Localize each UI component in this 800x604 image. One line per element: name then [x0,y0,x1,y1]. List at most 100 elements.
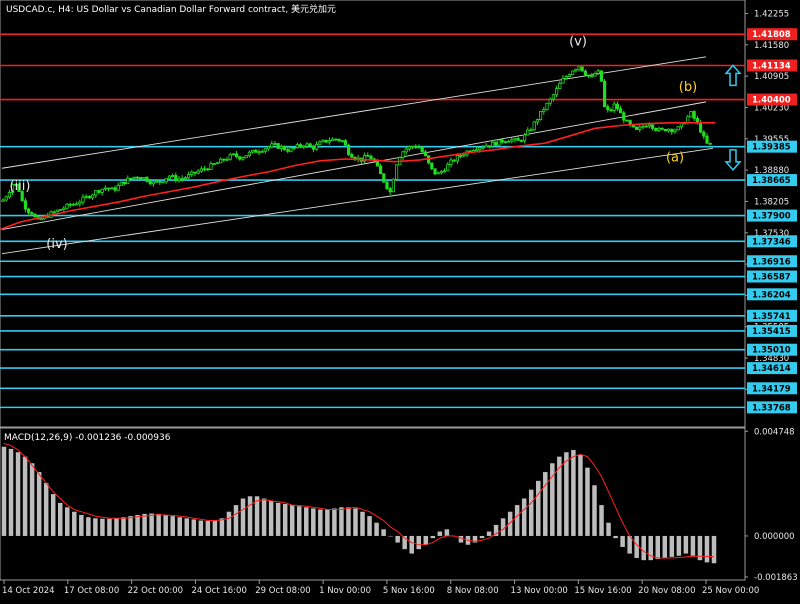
chart-title: USDCAD.c, H4: US Dollar vs Canadian Doll… [6,3,336,15]
channel-line [1,101,707,230]
time-tick-label: 15 Nov 16:00 [574,586,631,596]
macd-histogram-bar [219,518,225,536]
candle-body [551,94,556,100]
support-level-label: 1.38665 [752,176,791,186]
macd-tick-label: -0.001863 [754,573,798,583]
macd-histogram-bar [275,502,281,536]
candle-body [545,102,549,110]
candle-body [254,149,258,153]
candle-body [196,170,200,174]
candle-body [20,191,24,202]
price-tick-label: 1.37530 [754,229,789,239]
candle-body [110,187,114,190]
candle-body [606,106,610,111]
candle-body [65,203,69,209]
candle-body [587,74,591,77]
candle-body [574,69,578,72]
candle-body [513,138,517,141]
candle-body [526,129,530,136]
candle-body [657,127,661,131]
candle-body [154,180,159,183]
candle-body [123,181,127,185]
candle-body [449,159,453,165]
wave-labels: (iii) (iv) (v) (b) (a) [10,34,698,252]
macd-histogram-bar [93,518,98,536]
candle-body [14,183,18,186]
candle-body [1,199,5,202]
macd-histogram-bar [107,518,112,536]
candle-body [378,165,383,175]
candle-body [391,178,396,193]
candle-body [478,147,482,151]
candle-body [170,175,175,177]
candle-body [542,109,546,112]
candle-body [708,142,712,145]
macd-histogram-bar [493,524,499,536]
macd-tick-label: 0.000000 [754,532,795,542]
wave-label: (b) [679,80,697,95]
macd-histogram-bar [360,511,365,536]
candle-body [651,124,655,129]
candle-body [71,203,75,206]
candle-body [321,139,325,143]
candle-body [667,128,671,132]
candle-body [462,154,466,157]
candle-body [583,70,588,76]
candle-body [647,124,652,127]
candle-body [410,145,415,148]
candle-body [206,168,210,171]
macd-histogram-bar [79,515,84,536]
candle-body [238,156,242,160]
support-level-tag [747,235,797,248]
wave-label: (iv) [46,237,67,252]
candle-body [615,103,620,110]
candle-body [270,143,274,148]
candle-body [174,175,178,181]
candle-body [177,178,181,181]
candle-body [231,153,235,156]
candle-body [340,140,344,143]
candle-body [487,145,492,148]
time-tick-label: 14 Oct 2024 [2,586,55,596]
price-panel[interactable]: (iii) (iv) (v) (b) (a) USDCAD.c, H4: US Doll… [0,0,746,428]
macd-histogram-bar [620,535,625,547]
macd-histogram-bar [367,516,372,536]
candle-body [580,66,584,72]
candle-body [631,124,636,128]
direction-arrows [724,64,742,172]
candle-body [346,144,351,155]
macd-histogram-bar [507,511,513,536]
macd-histogram-bar [100,518,105,536]
candle-body [564,76,568,79]
candle-body [603,80,607,108]
candle-body [558,82,562,89]
macd-panel[interactable]: MACD(12,26,9) -0.001236 -0.000936 [0,427,746,581]
candle-body [193,171,197,174]
macd-histogram-bar [121,517,126,536]
macd-histogram-bar [409,535,414,554]
macd-histogram-bar [690,535,696,556]
candle-body [158,180,162,183]
candle-body [84,195,88,198]
macd-histogram-bar [578,454,583,536]
support-level-label: 1.33768 [752,403,791,413]
candle-body [596,70,600,74]
candle-body [433,168,437,175]
time-tick-label: 13 Nov 00:00 [511,586,568,596]
candle-body [641,125,645,128]
candle-body [222,158,226,161]
support-level-tag [747,343,797,356]
price-tick-label: 1.38880 [754,166,789,176]
support-level-label: 1.37346 [752,237,791,247]
time-axis[interactable]: 14 Oct 2024 17 Oct 08:00 22 Oct 00:00 24 Oc… [2,580,759,596]
price-tick-label: 1.40230 [754,103,789,113]
candle-body [247,151,251,157]
macd-histogram-bar [528,489,534,536]
level-price-tags: 1.41808 1.41134 1.40400 1.39385 1.38665 1.379… [747,28,797,414]
candle-body [523,134,527,142]
candle-body [161,181,165,184]
macd-histogram-bar [486,531,492,536]
candle-body [535,119,540,123]
macd-histogram-bar [191,519,197,536]
